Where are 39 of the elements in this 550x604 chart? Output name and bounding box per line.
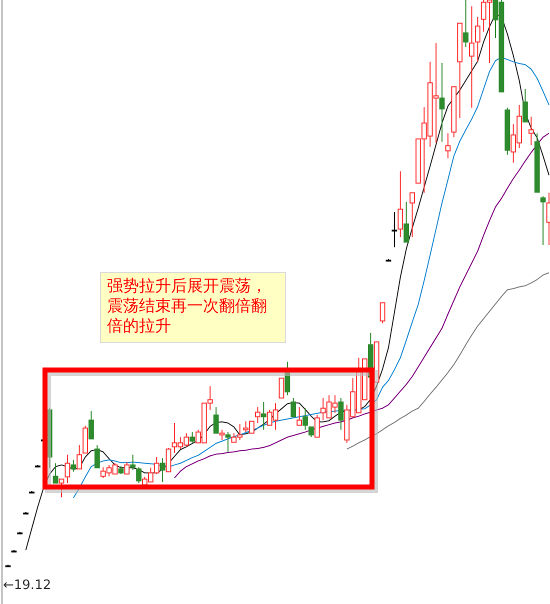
candlestick [260, 402, 266, 430]
candlestick [302, 408, 308, 430]
candlestick [88, 410, 94, 440]
candlestick [52, 462, 58, 484]
candlestick [398, 170, 404, 238]
candlestick [219, 429, 225, 440]
candlestick [278, 378, 284, 399]
candlestick [94, 444, 100, 468]
candlestick [380, 302, 386, 324]
candlestick [445, 132, 451, 159]
candlestick [76, 444, 82, 470]
candlestick [540, 196, 546, 246]
candlestick [522, 88, 528, 122]
candlestick [213, 406, 219, 434]
candlestick [254, 406, 260, 424]
annotation: 强势拉升后展开震荡，震荡结束再一次翻倍翻倍的拉升 [100, 272, 286, 343]
candlestick [136, 466, 142, 484]
candlestick [463, 0, 468, 48]
candlestick [392, 212, 398, 248]
candlestick [404, 201, 410, 243]
candlestick [190, 432, 195, 444]
candlestick [124, 462, 130, 475]
candlestick [290, 398, 296, 418]
candlestick [225, 432, 231, 452]
candlestick [439, 62, 445, 142]
candlestick [474, 16, 480, 62]
candlestick [296, 406, 302, 426]
candlestick [308, 426, 314, 438]
candlestick [410, 192, 415, 238]
candlestick [130, 454, 136, 471]
candlestick [338, 398, 344, 430]
candlestick [469, 6, 474, 108]
candlestick [314, 414, 320, 438]
text: ←19.12 [3, 578, 52, 593]
candlestick [70, 459, 76, 472]
candlestick [166, 447, 172, 472]
candlestick [64, 454, 70, 484]
candlestick [528, 116, 534, 146]
candlestick [160, 458, 166, 482]
